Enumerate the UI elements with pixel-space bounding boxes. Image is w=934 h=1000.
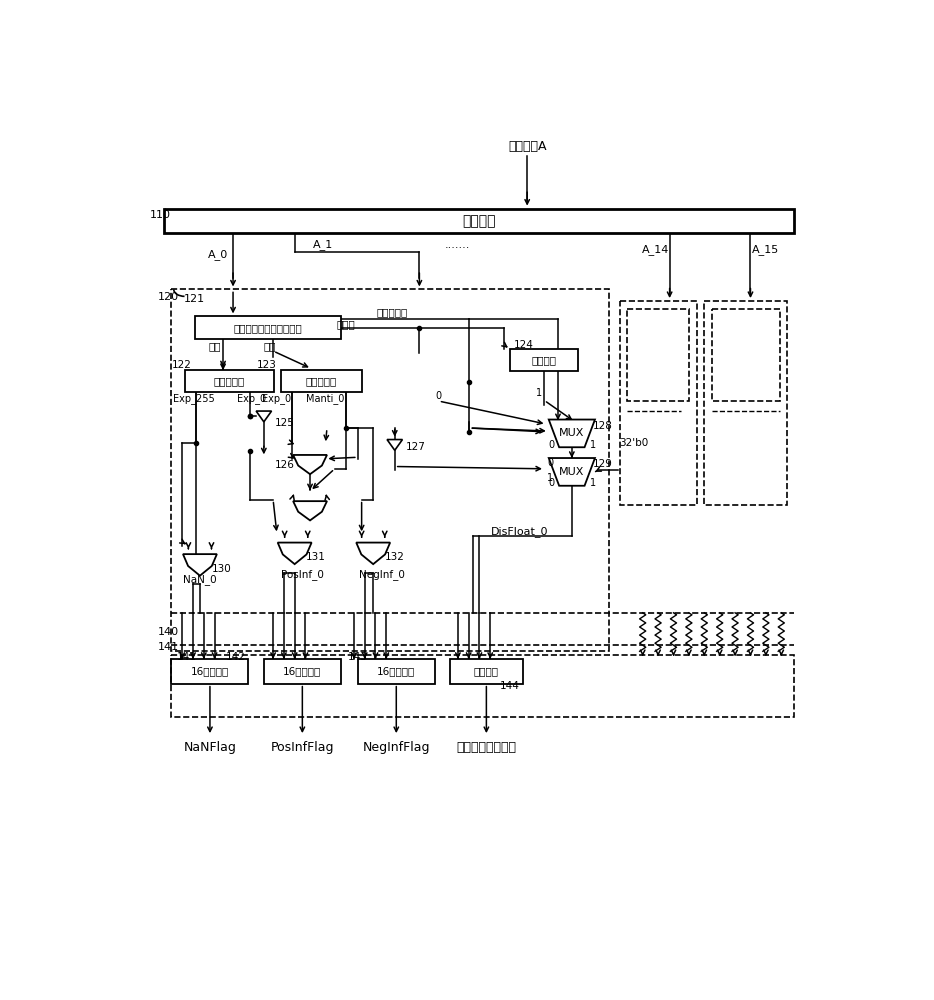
Bar	[263, 659, 341, 684]
Text: 符号位: 符号位	[337, 319, 356, 329]
Bar	[510, 349, 578, 371]
Text: 16输入或门: 16输入或门	[191, 666, 229, 676]
Text: 122: 122	[172, 360, 191, 370]
Bar	[619, 301, 697, 505]
Text: 140: 140	[158, 627, 178, 637]
Text: Exp_255: Exp_255	[173, 393, 215, 404]
Bar	[172, 659, 248, 684]
Text: 1: 1	[536, 388, 542, 398]
Text: 尾数比较器: 尾数比较器	[305, 376, 336, 386]
Text: NegInf_0: NegInf_0	[360, 569, 405, 580]
Text: NegInfFlag: NegInfFlag	[362, 741, 430, 754]
Bar	[450, 659, 523, 684]
Text: NaNFlag: NaNFlag	[183, 741, 236, 754]
Text: 向量分解: 向量分解	[462, 214, 495, 228]
Text: 0: 0	[547, 458, 553, 468]
Text: Manti_0: Manti_0	[306, 393, 345, 404]
Text: 141: 141	[177, 652, 197, 662]
Text: 126: 126	[275, 460, 294, 470]
Text: 132: 132	[385, 552, 404, 562]
Text: A_0: A_0	[207, 249, 228, 260]
Bar	[172, 289, 609, 651]
Text: NaN_0: NaN_0	[183, 574, 217, 585]
Text: A_15: A_15	[752, 244, 780, 255]
Bar	[704, 301, 787, 505]
Text: 120: 120	[158, 292, 178, 302]
Polygon shape	[183, 554, 217, 576]
Text: PosInfFlag: PosInfFlag	[271, 741, 334, 754]
Bar	[163, 209, 794, 233]
Text: A_14: A_14	[642, 244, 670, 255]
Text: 取反电路: 取反电路	[531, 355, 557, 365]
Text: 123: 123	[257, 360, 277, 370]
Text: 处理后向量数据値: 处理后向量数据値	[457, 741, 517, 754]
Text: 向量结合: 向量结合	[474, 666, 499, 676]
Text: PosInf_0: PosInf_0	[281, 569, 324, 580]
Text: 129: 129	[593, 459, 613, 469]
Bar	[712, 309, 780, 401]
Text: 指数比较器: 指数比较器	[214, 376, 245, 386]
Text: 0: 0	[549, 440, 555, 450]
Polygon shape	[356, 543, 390, 564]
Text: .......: .......	[446, 240, 471, 250]
Text: A_1: A_1	[313, 239, 333, 250]
Text: 142: 142	[226, 652, 246, 662]
Text: 0: 0	[549, 478, 555, 488]
Text: 124: 124	[514, 340, 533, 350]
Text: 144: 144	[501, 681, 520, 691]
Text: 128: 128	[593, 421, 613, 431]
Polygon shape	[293, 501, 327, 520]
Bar	[185, 370, 274, 392]
Text: MUX: MUX	[559, 428, 585, 438]
Text: 指数、尾数: 指数、尾数	[376, 308, 408, 318]
Bar	[628, 309, 689, 401]
Text: 0: 0	[435, 391, 442, 401]
Bar	[281, 370, 361, 392]
Text: Exp_0: Exp_0	[237, 393, 266, 404]
Text: 110: 110	[149, 210, 171, 220]
Text: 141: 141	[158, 642, 178, 652]
Polygon shape	[387, 440, 403, 450]
Text: 16输入或门: 16输入或门	[377, 666, 416, 676]
Polygon shape	[277, 543, 312, 564]
Text: 1: 1	[547, 473, 553, 483]
Bar	[172, 655, 794, 717]
Text: 125: 125	[275, 418, 294, 428]
Polygon shape	[293, 455, 327, 474]
Text: 127: 127	[405, 442, 426, 452]
Polygon shape	[256, 411, 272, 422]
Text: 131: 131	[306, 552, 326, 562]
Polygon shape	[549, 458, 595, 486]
Text: 121: 121	[184, 294, 205, 304]
Text: DisFloat_0: DisFloat_0	[490, 526, 548, 537]
Text: Exp_0: Exp_0	[262, 393, 291, 404]
Text: 1: 1	[589, 440, 596, 450]
Text: 16输入或门: 16输入或门	[283, 666, 321, 676]
Polygon shape	[549, 420, 595, 447]
Text: 符号位、指数、尾数分离: 符号位、指数、尾数分离	[234, 323, 302, 333]
Text: 143: 143	[347, 652, 368, 662]
Bar	[194, 316, 341, 339]
Text: MUX: MUX	[559, 467, 585, 477]
Text: 32'b0: 32'b0	[619, 438, 649, 448]
Bar	[358, 659, 435, 684]
Text: 指数: 指数	[208, 341, 220, 351]
Text: 1: 1	[589, 478, 596, 488]
Text: 输入向量A: 输入向量A	[508, 140, 546, 153]
Text: 尾数: 尾数	[263, 341, 276, 351]
Text: 130: 130	[212, 564, 232, 574]
